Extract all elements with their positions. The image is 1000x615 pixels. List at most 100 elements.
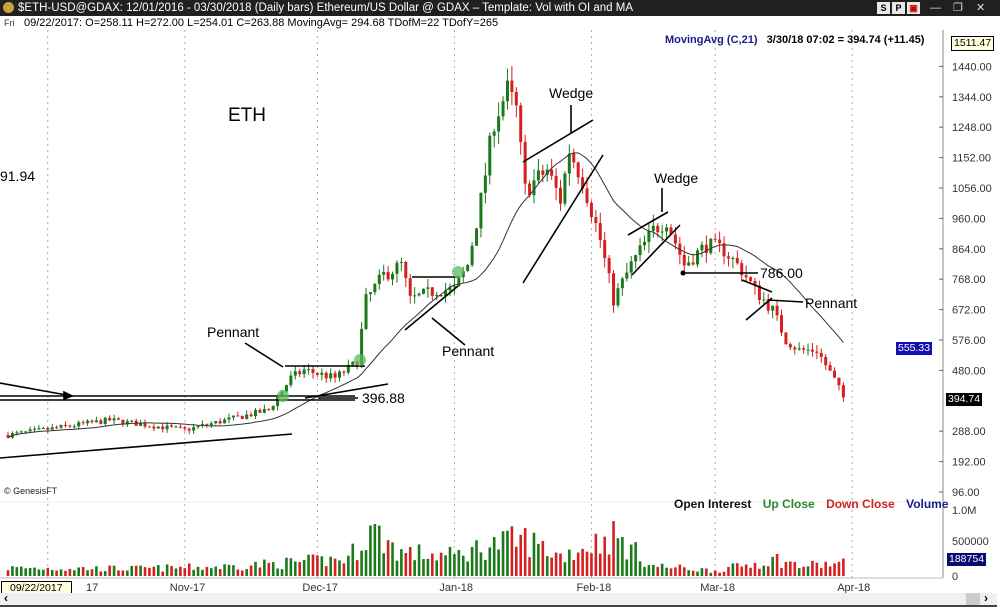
volume-bar xyxy=(298,562,302,576)
volume-bar xyxy=(696,571,699,576)
candle-body xyxy=(726,256,730,259)
annotation-pennant: Pennant xyxy=(207,324,260,340)
volume-bar xyxy=(647,565,651,576)
detach-icon[interactable]: ▣ xyxy=(907,2,920,14)
candle-body xyxy=(147,426,151,428)
volume-bar xyxy=(218,569,222,576)
p-button[interactable]: P xyxy=(892,2,905,14)
scroll-left-icon[interactable]: ‹ xyxy=(4,591,8,605)
candle-body xyxy=(528,183,532,196)
candle-body xyxy=(448,287,452,291)
candle-body xyxy=(315,372,319,375)
candle-body xyxy=(709,238,713,254)
volume-bar xyxy=(112,565,116,576)
breakout-markers xyxy=(277,266,464,402)
candle-body xyxy=(108,417,112,421)
volume-bar xyxy=(42,569,45,576)
trendline xyxy=(0,382,73,397)
candle-body xyxy=(28,429,32,432)
candle-body xyxy=(682,254,686,266)
minimize-icon[interactable]: — xyxy=(930,2,941,14)
volume-bar xyxy=(612,521,615,576)
volume-box: 188754 xyxy=(947,553,987,566)
candle-body xyxy=(413,295,417,297)
candle-body xyxy=(209,423,213,425)
trendline xyxy=(631,224,681,276)
volume-bar xyxy=(665,567,668,576)
volume-bar xyxy=(417,544,421,576)
candle-body xyxy=(665,227,669,232)
volume-bar xyxy=(700,568,704,576)
candle-body xyxy=(625,272,629,279)
volume-bar xyxy=(271,562,275,576)
volume-bar xyxy=(134,565,138,576)
candle-body xyxy=(254,409,258,417)
volume-bar xyxy=(475,540,478,576)
candle-body xyxy=(227,417,231,420)
candle-body xyxy=(404,262,408,279)
info-values: 09/22/2017: O=258.11 H=272.00 L=254.01 C… xyxy=(24,17,499,29)
app-logo-icon xyxy=(3,2,14,13)
candle-body xyxy=(50,427,54,430)
breakout-marker xyxy=(354,354,366,366)
candle-body xyxy=(55,427,59,429)
y-tick-label: 576.00 xyxy=(952,335,986,347)
volume-bar xyxy=(537,543,540,576)
scroll-thumb[interactable] xyxy=(966,593,980,605)
horizontal-scrollbar[interactable]: ‹ › xyxy=(0,591,997,607)
close-icon[interactable]: ✕ xyxy=(976,2,986,14)
volume-bar xyxy=(342,563,346,576)
candle-body xyxy=(576,162,580,178)
volume-bar xyxy=(6,570,10,576)
candle-body xyxy=(581,177,585,189)
breakout-marker xyxy=(452,266,464,278)
volume-bar xyxy=(232,565,235,576)
candle-body xyxy=(483,175,487,193)
volume-bar xyxy=(563,562,567,576)
candle-body xyxy=(612,273,616,306)
volume-bar xyxy=(519,534,523,576)
candle-body xyxy=(196,425,200,428)
candle-body xyxy=(572,153,576,163)
volume-bar xyxy=(678,564,682,576)
scroll-right-icon[interactable]: › xyxy=(984,591,988,605)
volume-bar xyxy=(766,566,770,576)
volume-bar xyxy=(391,542,394,576)
last-price-box: 394.74 xyxy=(946,393,983,406)
trendline xyxy=(404,285,459,331)
candle-body xyxy=(271,405,275,410)
candle-body xyxy=(41,427,45,429)
candle-body xyxy=(311,369,315,373)
title-bar: $ETH-USD@GDAX: 12/01/2016 - 03/30/2018 (… xyxy=(0,0,1000,16)
volume-bar xyxy=(687,570,690,576)
pennant-arrow xyxy=(431,317,466,346)
candle-body xyxy=(780,315,783,333)
candle-body xyxy=(262,408,266,413)
volume-bar xyxy=(709,572,713,576)
volume-bar xyxy=(117,570,120,576)
candle-body xyxy=(165,425,169,430)
volume-bar xyxy=(121,570,125,576)
s-button[interactable]: S xyxy=(877,2,890,14)
volume-bar xyxy=(713,570,717,576)
volume-bar xyxy=(245,569,248,576)
volume-bar xyxy=(705,568,708,576)
candle-body xyxy=(170,425,174,427)
candle-body xyxy=(289,375,293,386)
volume-bar xyxy=(554,552,558,576)
restore-icon[interactable]: ❐ xyxy=(953,2,963,14)
candle-body xyxy=(77,422,81,427)
candle-body xyxy=(351,361,355,365)
volume-bar xyxy=(11,566,14,576)
candle-body xyxy=(139,423,143,426)
volume-bar xyxy=(192,569,195,576)
ma-price-box: 555.33 xyxy=(896,342,933,355)
y-tick-label: 1056.00 xyxy=(952,183,992,195)
volume-bar xyxy=(68,568,72,576)
candle-body xyxy=(757,285,761,301)
trendlines xyxy=(0,105,804,459)
candle-body xyxy=(90,420,94,423)
candle-body xyxy=(86,420,90,424)
candle-body xyxy=(598,223,602,241)
